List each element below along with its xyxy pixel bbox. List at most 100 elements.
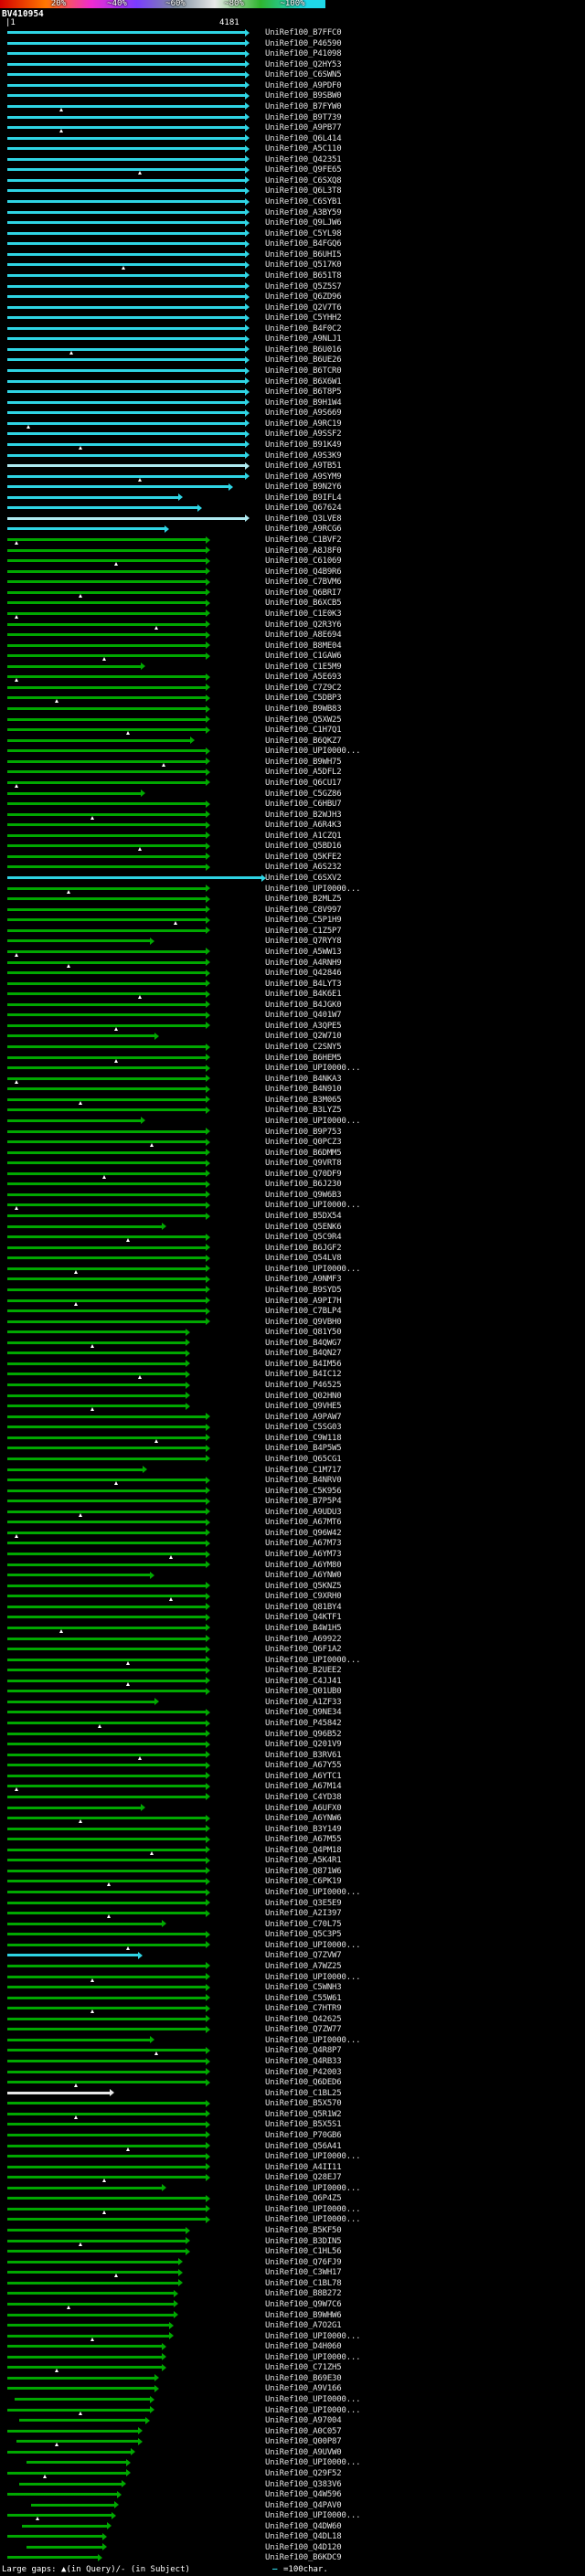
hit-label[interactable]: UniRef100_Q6F1A2 [265,1645,342,1655]
hit-label[interactable]: UniRef100_C7Z9C2 [265,683,342,693]
hit-label[interactable]: UniRef100_A4RNH9 [265,958,342,968]
hit-bar[interactable] [7,1394,186,1397]
hit-label[interactable]: UniRef100_B4JGK0 [265,1000,342,1010]
hit-label[interactable]: UniRef100_B9WB83 [265,705,342,714]
hit-bar[interactable] [7,221,245,225]
hit-label[interactable]: UniRef100_Q2V7T6 [265,302,342,313]
hit-label[interactable]: UniRef100_B9N2Y6 [265,482,342,493]
hit-label[interactable]: UniRef100_B6XCB5 [265,599,342,609]
hit-bar[interactable] [7,2450,132,2454]
hit-label[interactable]: UniRef100_UPI0000... [265,1972,361,1982]
hit-bar[interactable] [7,2123,207,2126]
hit-label[interactable]: UniRef100_P46590 [265,38,342,48]
hit-bar[interactable] [7,2408,150,2412]
hit-bar[interactable] [7,1002,207,1006]
hit-label[interactable]: UniRef100_B3Y149 [265,1824,342,1834]
hit-bar[interactable] [7,2017,207,2020]
hit-label[interactable]: UniRef100_B4K6E1 [265,990,342,1000]
hit-label[interactable]: UniRef100_UPI0000... [265,1940,361,1950]
hit-label[interactable]: UniRef100_B6KDC9 [265,2553,342,2563]
hit-label[interactable]: UniRef100_C6SYB1 [265,197,342,207]
hit-bar[interactable] [7,516,245,520]
hit-label[interactable]: UniRef100_B7FYW0 [265,101,342,111]
hit-bar[interactable] [7,2334,169,2337]
hit-bar[interactable] [7,1118,141,1122]
hit-label[interactable]: UniRef100_Q01UB0 [265,1687,342,1697]
hit-bar[interactable] [7,728,207,732]
hit-bar[interactable] [7,1891,207,1893]
hit-bar[interactable] [7,876,262,879]
hit-label[interactable]: UniRef100_B2UEE2 [265,1666,342,1676]
hit-bar[interactable] [7,2324,169,2327]
hit-label[interactable]: UniRef100_Q5BD16 [265,842,342,852]
hit-label[interactable]: UniRef100_B6TCR0 [265,366,342,376]
hit-label[interactable]: UniRef100_A67Y55 [265,1761,342,1771]
hit-label[interactable]: UniRef100_Q56A41 [265,2141,342,2151]
hit-label[interactable]: UniRef100_UPI0000... [265,2204,361,2214]
hit-label[interactable]: UniRef100_B4NRV0 [265,1476,342,1486]
hit-bar[interactable] [7,1901,207,1904]
hit-bar[interactable] [7,1827,207,1830]
hit-bar[interactable] [7,1690,207,1693]
hit-label[interactable]: UniRef100_A9PB77 [265,123,342,133]
hit-bar[interactable] [7,1996,207,1999]
hit-label[interactable]: UniRef100_A5E693 [265,673,342,683]
hit-label[interactable]: UniRef100_A9NMF3 [265,1275,342,1285]
hit-label[interactable]: UniRef100_A9RC19 [265,419,342,429]
hit-bar[interactable] [19,2482,122,2486]
hit-label[interactable]: UniRef100_Q42351 [265,154,342,164]
hit-label[interactable]: UniRef100_B9P753 [265,1127,342,1137]
hit-label[interactable]: UniRef100_A6R4K3 [265,821,342,831]
hit-label[interactable]: UniRef100_C55W61 [265,1993,342,2003]
hit-bar[interactable] [7,1912,207,1915]
hit-label[interactable]: UniRef100_B5X570 [265,2099,342,2109]
hit-label[interactable]: UniRef100_A2I397 [265,1909,342,1919]
hit-bar[interactable] [7,749,207,753]
hit-label[interactable]: UniRef100_Q5KFE2 [265,852,342,862]
hit-bar[interactable] [26,2545,102,2549]
hit-bar[interactable] [7,569,207,573]
hit-label[interactable]: UniRef100_Q4B9R6 [265,567,342,577]
hit-label[interactable]: UniRef100_B69E30 [265,2373,342,2383]
hit-label[interactable]: UniRef100_Q81Y50 [265,1328,342,1338]
hit-bar[interactable] [7,812,207,816]
hit-bar[interactable] [7,1922,162,1925]
hit-label[interactable]: UniRef100_A0C057 [265,2426,342,2436]
hit-label[interactable]: UniRef100_A9S669 [265,408,342,419]
hit-bar[interactable] [7,157,245,161]
hit-label[interactable]: UniRef100_B7FFC0 [265,28,342,37]
hit-bar[interactable] [7,73,245,77]
hit-label[interactable]: UniRef100_Q5KNZ5 [265,1581,342,1591]
hit-label[interactable]: UniRef100_B6T8P5 [265,387,342,398]
hit-bar[interactable] [7,928,207,932]
hit-label[interactable]: UniRef100_C1E5M9 [265,662,342,672]
hit-label[interactable]: UniRef100_UPI0000... [265,2152,361,2162]
hit-bar[interactable] [7,1500,207,1503]
hit-label[interactable]: UniRef100_C1GAW6 [265,652,342,662]
hit-bar[interactable] [7,2366,162,2369]
hit-bar[interactable] [7,2387,155,2390]
hit-label[interactable]: UniRef100_A67M55 [265,1835,342,1845]
hit-label[interactable]: UniRef100_Q7ZVW7 [265,1951,342,1961]
hit-bar[interactable] [7,347,245,351]
hit-label[interactable]: UniRef100_A6YNW6 [265,1814,342,1824]
hit-label[interactable]: UniRef100_Q42625 [265,2014,342,2024]
hit-label[interactable]: UniRef100_C5YHH2 [265,313,342,323]
hit-label[interactable]: UniRef100_UPI0000... [265,2511,361,2521]
hit-bar[interactable] [31,2503,114,2507]
hit-label[interactable]: UniRef100_C6SXV2 [265,874,342,883]
hit-label[interactable]: UniRef100_Q28EJ7 [265,2173,342,2183]
hit-bar[interactable] [7,1383,186,1386]
hit-bar[interactable] [7,1426,207,1429]
hit-bar[interactable] [7,918,207,922]
hit-bar[interactable] [7,1817,207,1820]
hit-bar[interactable] [7,1869,207,1872]
hit-bar[interactable] [7,1045,207,1048]
hit-label[interactable]: UniRef100_UPI0000... [265,1116,361,1126]
hit-bar[interactable] [7,2112,207,2115]
hit-bar[interactable] [7,316,245,320]
hit-bar[interactable] [7,717,207,721]
hit-label[interactable]: UniRef100_Q517K0 [265,260,342,270]
hit-label[interactable]: UniRef100_Q81BY4 [265,1602,342,1612]
hit-bar[interactable] [7,1129,207,1133]
